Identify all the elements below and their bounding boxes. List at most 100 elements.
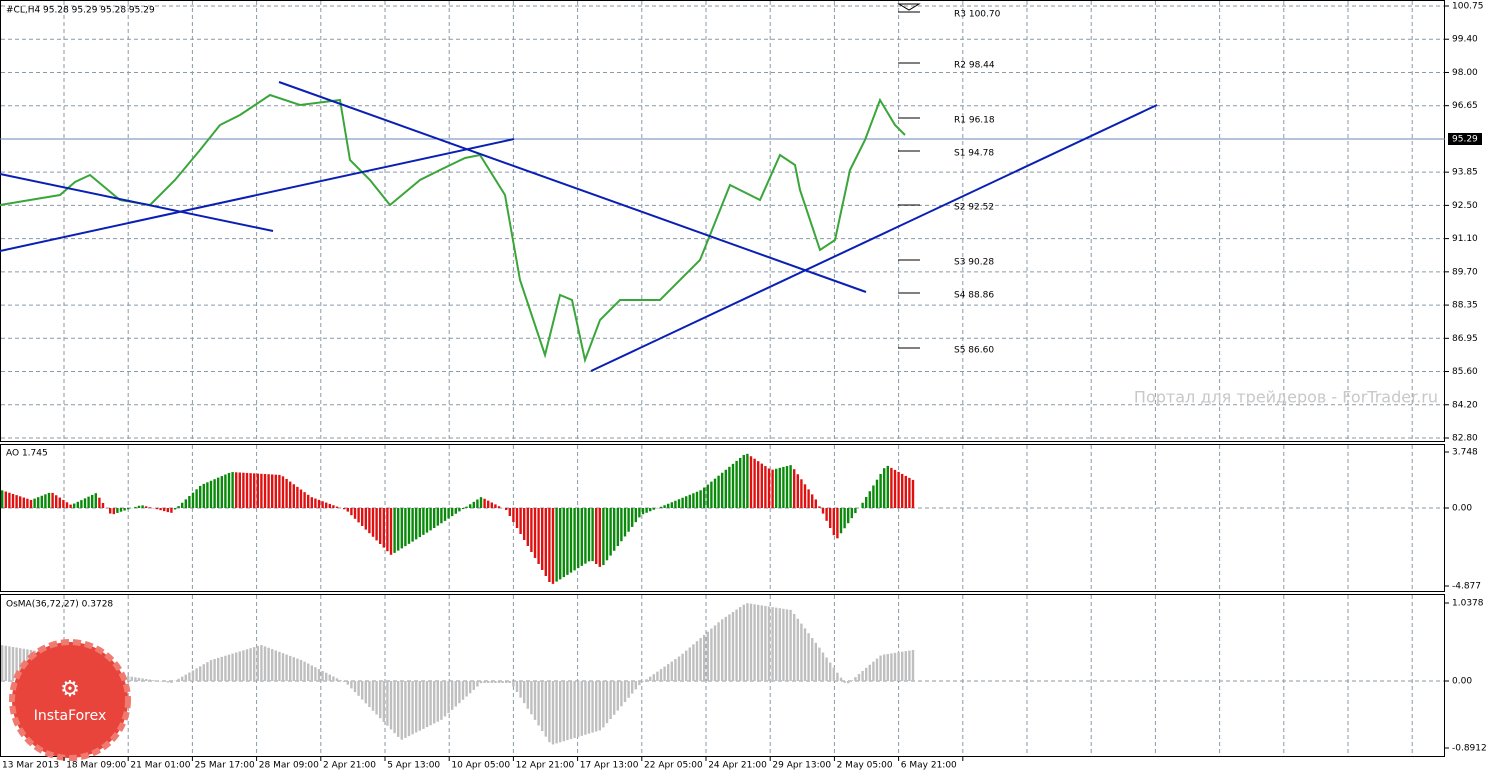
osma-bar <box>649 677 651 681</box>
pivot-label: R1 96.18 <box>954 116 995 126</box>
osma-bar <box>210 660 212 681</box>
ao-bar <box>775 469 777 508</box>
osma-bar <box>732 612 734 681</box>
ao-bar <box>825 508 827 521</box>
current-price-label: 95.29 <box>1452 135 1478 145</box>
osma-bar <box>667 664 669 681</box>
osma-bar <box>181 677 183 681</box>
osma-bar <box>411 681 413 734</box>
osma-bar <box>285 655 287 681</box>
ao-bar <box>123 508 125 511</box>
osma-bar <box>476 681 478 687</box>
osma-bar <box>768 607 770 681</box>
ao-bar <box>717 476 719 508</box>
pivot-label: R2 98.44 <box>954 61 995 71</box>
ao-bar <box>807 489 809 508</box>
ao-bar <box>433 508 435 528</box>
osma-bar <box>811 638 813 681</box>
ao-bar <box>437 508 439 526</box>
time-axis-label: 18 Mar 09:00 <box>66 761 126 771</box>
ao-bar <box>854 508 856 513</box>
time-axis-label: 13 Mar 2013 <box>2 761 59 771</box>
logo-icon: ⚙ <box>60 677 80 702</box>
osma-bar <box>879 656 881 681</box>
time-axis-label: 2 Apr 21:00 <box>323 761 376 771</box>
osma-bar <box>167 681 169 682</box>
ao-bar <box>343 508 345 509</box>
osma-bar <box>253 647 255 681</box>
ao-bar <box>210 481 212 508</box>
time-axis-label: 29 Apr 13:00 <box>772 761 831 771</box>
ao-bar <box>494 504 496 508</box>
ao-bar <box>419 508 421 537</box>
ao-bar <box>321 501 323 508</box>
pivot-label: R3 100.70 <box>954 10 1001 20</box>
osma-bar <box>429 681 431 725</box>
osma-bar <box>833 668 835 681</box>
osma-axis-label: 0.00 <box>1452 677 1472 687</box>
ao-bar <box>883 468 885 508</box>
osma-bar <box>347 681 349 685</box>
osma-bar <box>717 622 719 681</box>
ao-bar <box>113 508 115 514</box>
ao-bar <box>354 508 356 519</box>
ao-bar <box>912 480 914 508</box>
ao-bar <box>246 473 248 508</box>
osma-bar <box>527 681 529 709</box>
ao-bar <box>465 507 467 508</box>
ao-bar <box>563 508 565 577</box>
osma-bar <box>217 658 219 681</box>
ao-bar <box>663 505 665 508</box>
ao-bar <box>213 479 215 508</box>
ao-bar <box>303 492 305 508</box>
ao-bar <box>483 499 485 508</box>
osma-bar <box>804 628 806 681</box>
ao-bar <box>188 496 190 508</box>
osma-bar <box>440 681 442 720</box>
osma-axis-label: -0.8912 <box>1452 744 1487 754</box>
osma-bar <box>908 651 910 681</box>
osma-bar <box>325 673 327 681</box>
osma-bar <box>779 608 781 681</box>
time-axis-label: 25 Mar 17:00 <box>195 761 255 771</box>
ao-bar <box>476 500 478 508</box>
osma-bar <box>545 681 547 737</box>
osma-bar <box>656 672 658 681</box>
ao-bar <box>620 508 622 541</box>
ao-bar <box>519 508 521 534</box>
ao-bar <box>253 473 255 508</box>
ao-bar <box>869 491 871 508</box>
ao-bar <box>487 501 489 508</box>
ao-bar <box>12 494 14 508</box>
osma-bar <box>249 648 251 681</box>
ao-bar <box>293 484 295 508</box>
price-axis-label: 88.35 <box>1452 301 1478 311</box>
ao-bar <box>635 508 637 522</box>
ao-bar <box>624 508 626 536</box>
ao-bar <box>102 503 104 508</box>
watermark: Портал для трейдеров - ForTrader.ru <box>1134 388 1438 407</box>
ao-bar <box>530 508 532 552</box>
logo: ⚙ InstaForex <box>12 642 128 758</box>
ao-bar <box>552 508 554 584</box>
ao-bar <box>786 466 788 508</box>
ao-bar <box>617 508 619 546</box>
ao-bar <box>325 503 327 508</box>
osma-bar <box>311 665 313 681</box>
ao-bar <box>275 475 277 508</box>
ao-bar <box>239 473 241 508</box>
ao-bar <box>170 508 172 513</box>
ao-bar <box>897 472 899 508</box>
price-axis-label: 96.65 <box>1452 101 1478 111</box>
ao-bar <box>685 496 687 508</box>
ao-bar <box>314 499 316 508</box>
osma-bar <box>264 646 266 681</box>
ao-bar <box>242 473 244 508</box>
ao-axis-label: 3.748 <box>1452 448 1478 458</box>
ao-bar <box>48 493 50 508</box>
ao-bar <box>645 508 647 513</box>
ao-bar <box>591 508 593 561</box>
ao-bar <box>797 474 799 508</box>
osma-bar <box>393 681 395 733</box>
ao-bar <box>257 474 259 508</box>
